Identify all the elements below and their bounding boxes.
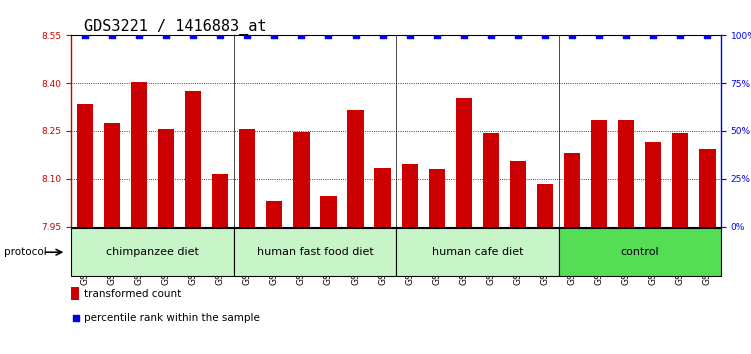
Bar: [234, 228, 397, 276]
Bar: [618, 120, 635, 227]
Point: [674, 33, 686, 38]
Point: [404, 33, 416, 38]
Bar: [348, 110, 363, 227]
Bar: [699, 149, 716, 227]
Bar: [672, 133, 689, 227]
Point: [187, 33, 199, 38]
Point: [458, 33, 470, 38]
Point: [70, 315, 82, 321]
Point: [295, 33, 307, 38]
Text: human cafe diet: human cafe diet: [432, 247, 523, 257]
Bar: [397, 228, 559, 276]
Bar: [212, 174, 228, 227]
Point: [647, 33, 659, 38]
Bar: [239, 129, 255, 227]
Bar: [375, 168, 391, 227]
Bar: [71, 287, 80, 301]
Bar: [645, 142, 662, 227]
Text: chimpanzee diet: chimpanzee diet: [106, 247, 199, 257]
Point: [620, 33, 632, 38]
Text: protocol: protocol: [4, 247, 47, 257]
Point: [160, 33, 172, 38]
Text: control: control: [620, 247, 659, 257]
Bar: [559, 228, 721, 276]
Point: [214, 33, 226, 38]
Bar: [185, 91, 201, 227]
Bar: [591, 120, 608, 227]
Bar: [456, 97, 472, 227]
Point: [376, 33, 388, 38]
Bar: [537, 183, 553, 227]
Bar: [158, 129, 174, 227]
Bar: [402, 165, 418, 227]
Bar: [104, 123, 120, 227]
Bar: [429, 169, 445, 227]
Point: [133, 33, 145, 38]
Point: [322, 33, 334, 38]
Point: [593, 33, 605, 38]
Point: [268, 33, 280, 38]
Point: [349, 33, 361, 38]
Text: human fast food diet: human fast food diet: [257, 247, 373, 257]
Bar: [77, 104, 93, 227]
Bar: [294, 132, 309, 227]
Bar: [564, 153, 581, 227]
Point: [106, 33, 118, 38]
Text: percentile rank within the sample: percentile rank within the sample: [84, 313, 260, 323]
Point: [485, 33, 497, 38]
Bar: [71, 228, 234, 276]
Bar: [266, 201, 282, 227]
Point: [241, 33, 253, 38]
Point: [79, 33, 91, 38]
Bar: [131, 82, 147, 227]
Point: [512, 33, 524, 38]
Point: [539, 33, 551, 38]
Text: GDS3221 / 1416883_at: GDS3221 / 1416883_at: [84, 19, 267, 35]
Text: transformed count: transformed count: [84, 289, 182, 298]
Point: [431, 33, 443, 38]
Point: [566, 33, 578, 38]
Bar: [510, 161, 526, 227]
Point: [701, 33, 713, 38]
Bar: [483, 133, 499, 227]
Bar: [321, 196, 336, 227]
